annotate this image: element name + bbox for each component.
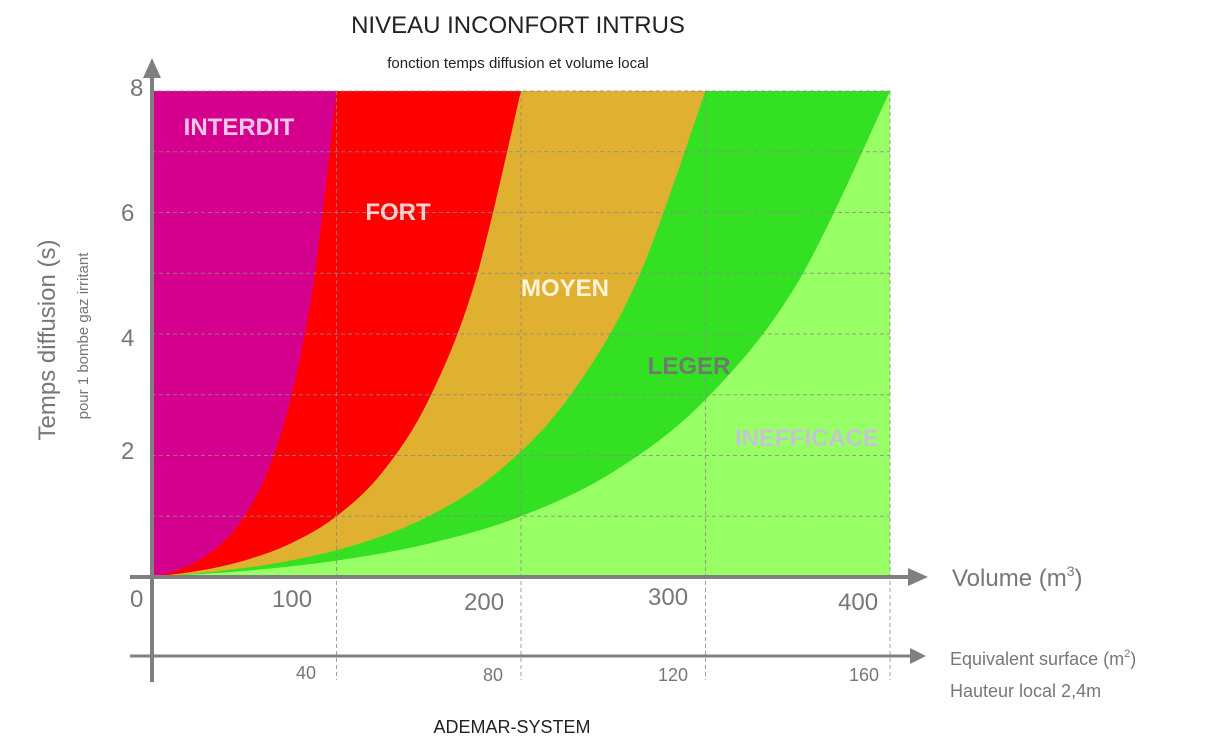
zone-label-moyen: MOYEN	[521, 275, 609, 302]
y-tick-label: 2	[121, 438, 134, 465]
y-tick-label: 4	[121, 325, 134, 352]
x2-tick-label: 120	[658, 665, 688, 685]
zone-label-interdit: INTERDIT	[184, 114, 295, 141]
x-tick-label: 200	[464, 589, 504, 616]
x2-axis-note: Hauteur local 2,4m	[950, 681, 1101, 701]
footer-credit: ADEMAR-SYSTEM	[433, 717, 590, 737]
x-tick-label: 0	[130, 586, 143, 613]
y-tick-label: 6	[121, 200, 134, 227]
x-tick-label: 100	[272, 586, 312, 613]
zone-label-leger: LEGER	[648, 353, 731, 380]
y-axis-arrow	[143, 58, 161, 78]
y-tick-label: 8	[130, 75, 143, 102]
grid-layer	[152, 90, 891, 680]
chart-title: NIVEAU INCONFORT INTRUS	[351, 12, 685, 39]
chart-subtitle: fonction temps diffusion et volume local	[387, 55, 649, 72]
y-axis-label: Temps diffusion (s)	[34, 240, 61, 441]
x-axis-label: Volume (m3)	[952, 563, 1083, 592]
x-tick-label: 300	[648, 584, 688, 611]
y-axis-sublabel: pour 1 bombe gaz irritant	[75, 252, 92, 420]
x2-axis-arrow	[910, 648, 926, 664]
zone-label-fort: FORT	[365, 199, 431, 226]
x2-tick-label: 160	[849, 665, 879, 685]
x2-tick-label: 80	[483, 665, 503, 685]
zone-label-inefficace: INEFFICACE	[735, 425, 879, 452]
x-tick-label: 400	[838, 589, 878, 616]
x2-axis-label: Equivalent surface (m2)	[950, 648, 1136, 669]
x-axis-arrow	[908, 568, 928, 586]
x2-tick-label: 40	[296, 663, 316, 683]
